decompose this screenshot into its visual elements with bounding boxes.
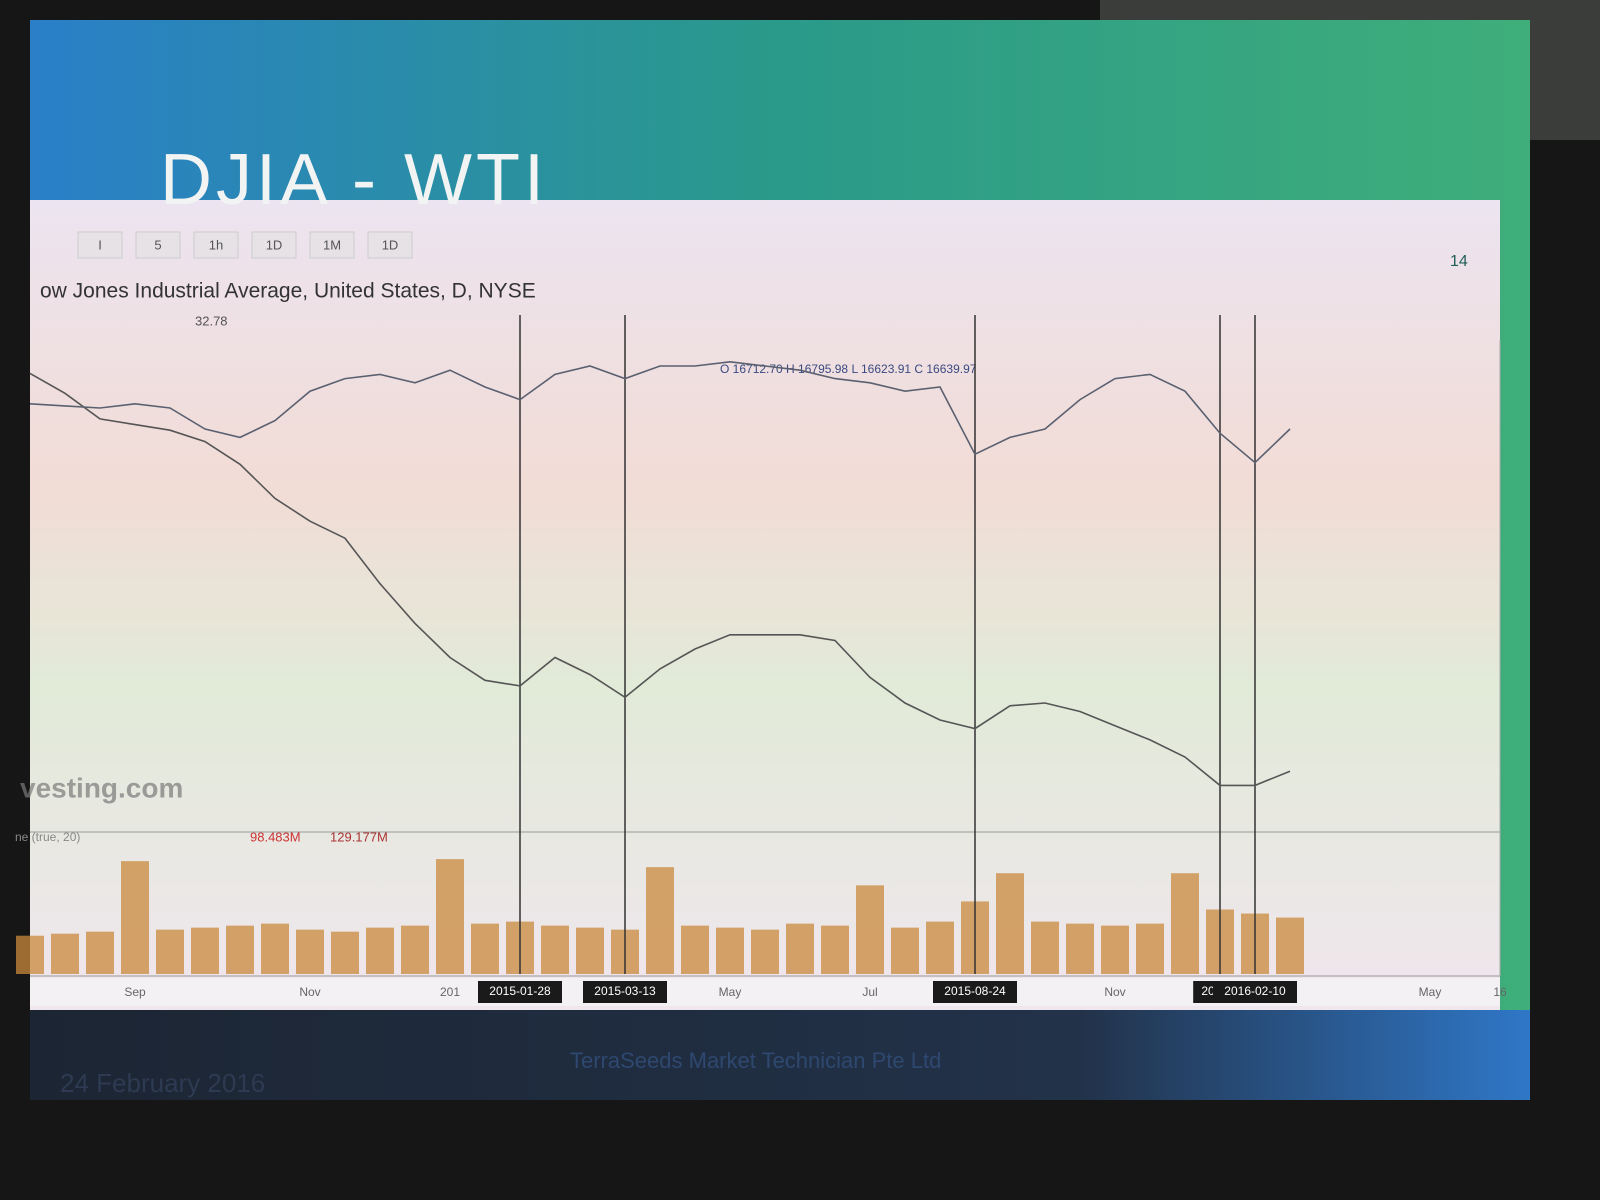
volume-bar: [191, 927, 219, 974]
series-line: [29, 360, 1291, 464]
watermark: vesting.com: [20, 772, 183, 803]
toolbar-label: 1M: [323, 237, 341, 252]
toolbar-button[interactable]: [135, 231, 181, 259]
marker-label-box: [478, 981, 562, 1003]
ohlc-readout: O 16712.70 H 16795.98 L 16623.91 C 16639…: [720, 362, 977, 376]
volume-bar: [681, 925, 709, 974]
volume-bar: [716, 927, 744, 974]
volume-bar: [541, 925, 569, 974]
marker-label-box: [933, 981, 1017, 1003]
volume-bar: [471, 923, 499, 974]
volume-bar: [51, 933, 79, 974]
slide-title: DJIA - WTI: [160, 140, 548, 220]
chart-panel: [30, 200, 1500, 1010]
toolbar-button[interactable]: [77, 231, 123, 259]
x-tick-label: Nov: [299, 985, 320, 999]
slide-footer: [30, 1010, 1530, 1100]
volume-bar: [226, 925, 254, 974]
volume-bar: [646, 867, 674, 974]
volume-bar: [331, 931, 359, 974]
volume-bar: [1101, 925, 1129, 974]
volume-bar: [296, 929, 324, 974]
toolbar: I 5 1h 1D 1M 1D: [77, 231, 413, 259]
x-tick-label: Sep: [124, 985, 146, 999]
volume-bar: [996, 873, 1024, 974]
x-tick-label: 16: [1493, 985, 1507, 999]
volume-bar: [436, 859, 464, 974]
toolbar-button[interactable]: [309, 231, 355, 259]
volume-bar: [1066, 923, 1094, 974]
volume-bar: [1031, 921, 1059, 974]
toolbar-button[interactable]: [193, 231, 239, 259]
volume-bar: [751, 929, 779, 974]
toolbar-label: I: [98, 237, 102, 252]
x-tick-label: Jul: [862, 985, 877, 999]
footer-date: 24 February 2016: [60, 1068, 265, 1098]
toolbar-label: 1h: [209, 237, 223, 252]
x-tick-label: 201: [440, 985, 460, 999]
volume-bar: [821, 925, 849, 974]
volume-bar: [786, 923, 814, 974]
volume-bar: [86, 931, 114, 974]
volume-bar: [16, 935, 44, 974]
volume-bar: [261, 923, 289, 974]
toolbar-button[interactable]: [251, 231, 297, 259]
readout: 32.78: [195, 313, 228, 328]
volume-bar: [926, 921, 954, 974]
x-tick-label: 2015-08-24: [944, 984, 1006, 998]
volume-readout: 129.177M: [330, 829, 388, 844]
volume-label: ne (true, 20): [15, 830, 80, 844]
x-tick-label: 2016-02-10: [1224, 984, 1286, 998]
volume-bar: [1276, 917, 1304, 974]
marker-label-box: [1213, 981, 1297, 1003]
slide-number: 14: [1450, 253, 1468, 270]
x-tick-label: May: [719, 985, 742, 999]
x-tick-label: 2015-03-13: [594, 984, 656, 998]
marker-label-box: [583, 981, 667, 1003]
x-tick-label: May: [1419, 985, 1442, 999]
volume-bar: [401, 925, 429, 974]
chart-title: ow Jones Industrial Average, United Stat…: [40, 280, 536, 303]
x-tick-label: Nov: [1104, 985, 1125, 999]
volume-bar: [576, 927, 604, 974]
volume-bar: [366, 927, 394, 974]
volume-bar: [1171, 873, 1199, 974]
volume-readout: 98.483M: [250, 829, 301, 844]
volume-bar: [1136, 923, 1164, 974]
volume-bar: [856, 885, 884, 974]
volume-bar: [156, 929, 184, 974]
toolbar-label: 1D: [266, 237, 283, 252]
toolbar-label: 5: [154, 237, 161, 252]
volume-bar: [121, 861, 149, 974]
x-tick-label: 2015-01-28: [489, 984, 551, 998]
toolbar-button[interactable]: [367, 231, 413, 259]
series-line: [29, 372, 1291, 787]
volume-bar: [891, 927, 919, 974]
toolbar-label: 1D: [382, 237, 399, 252]
footer-company: TerraSeeds Market Technician Pte Ltd: [570, 1048, 941, 1073]
